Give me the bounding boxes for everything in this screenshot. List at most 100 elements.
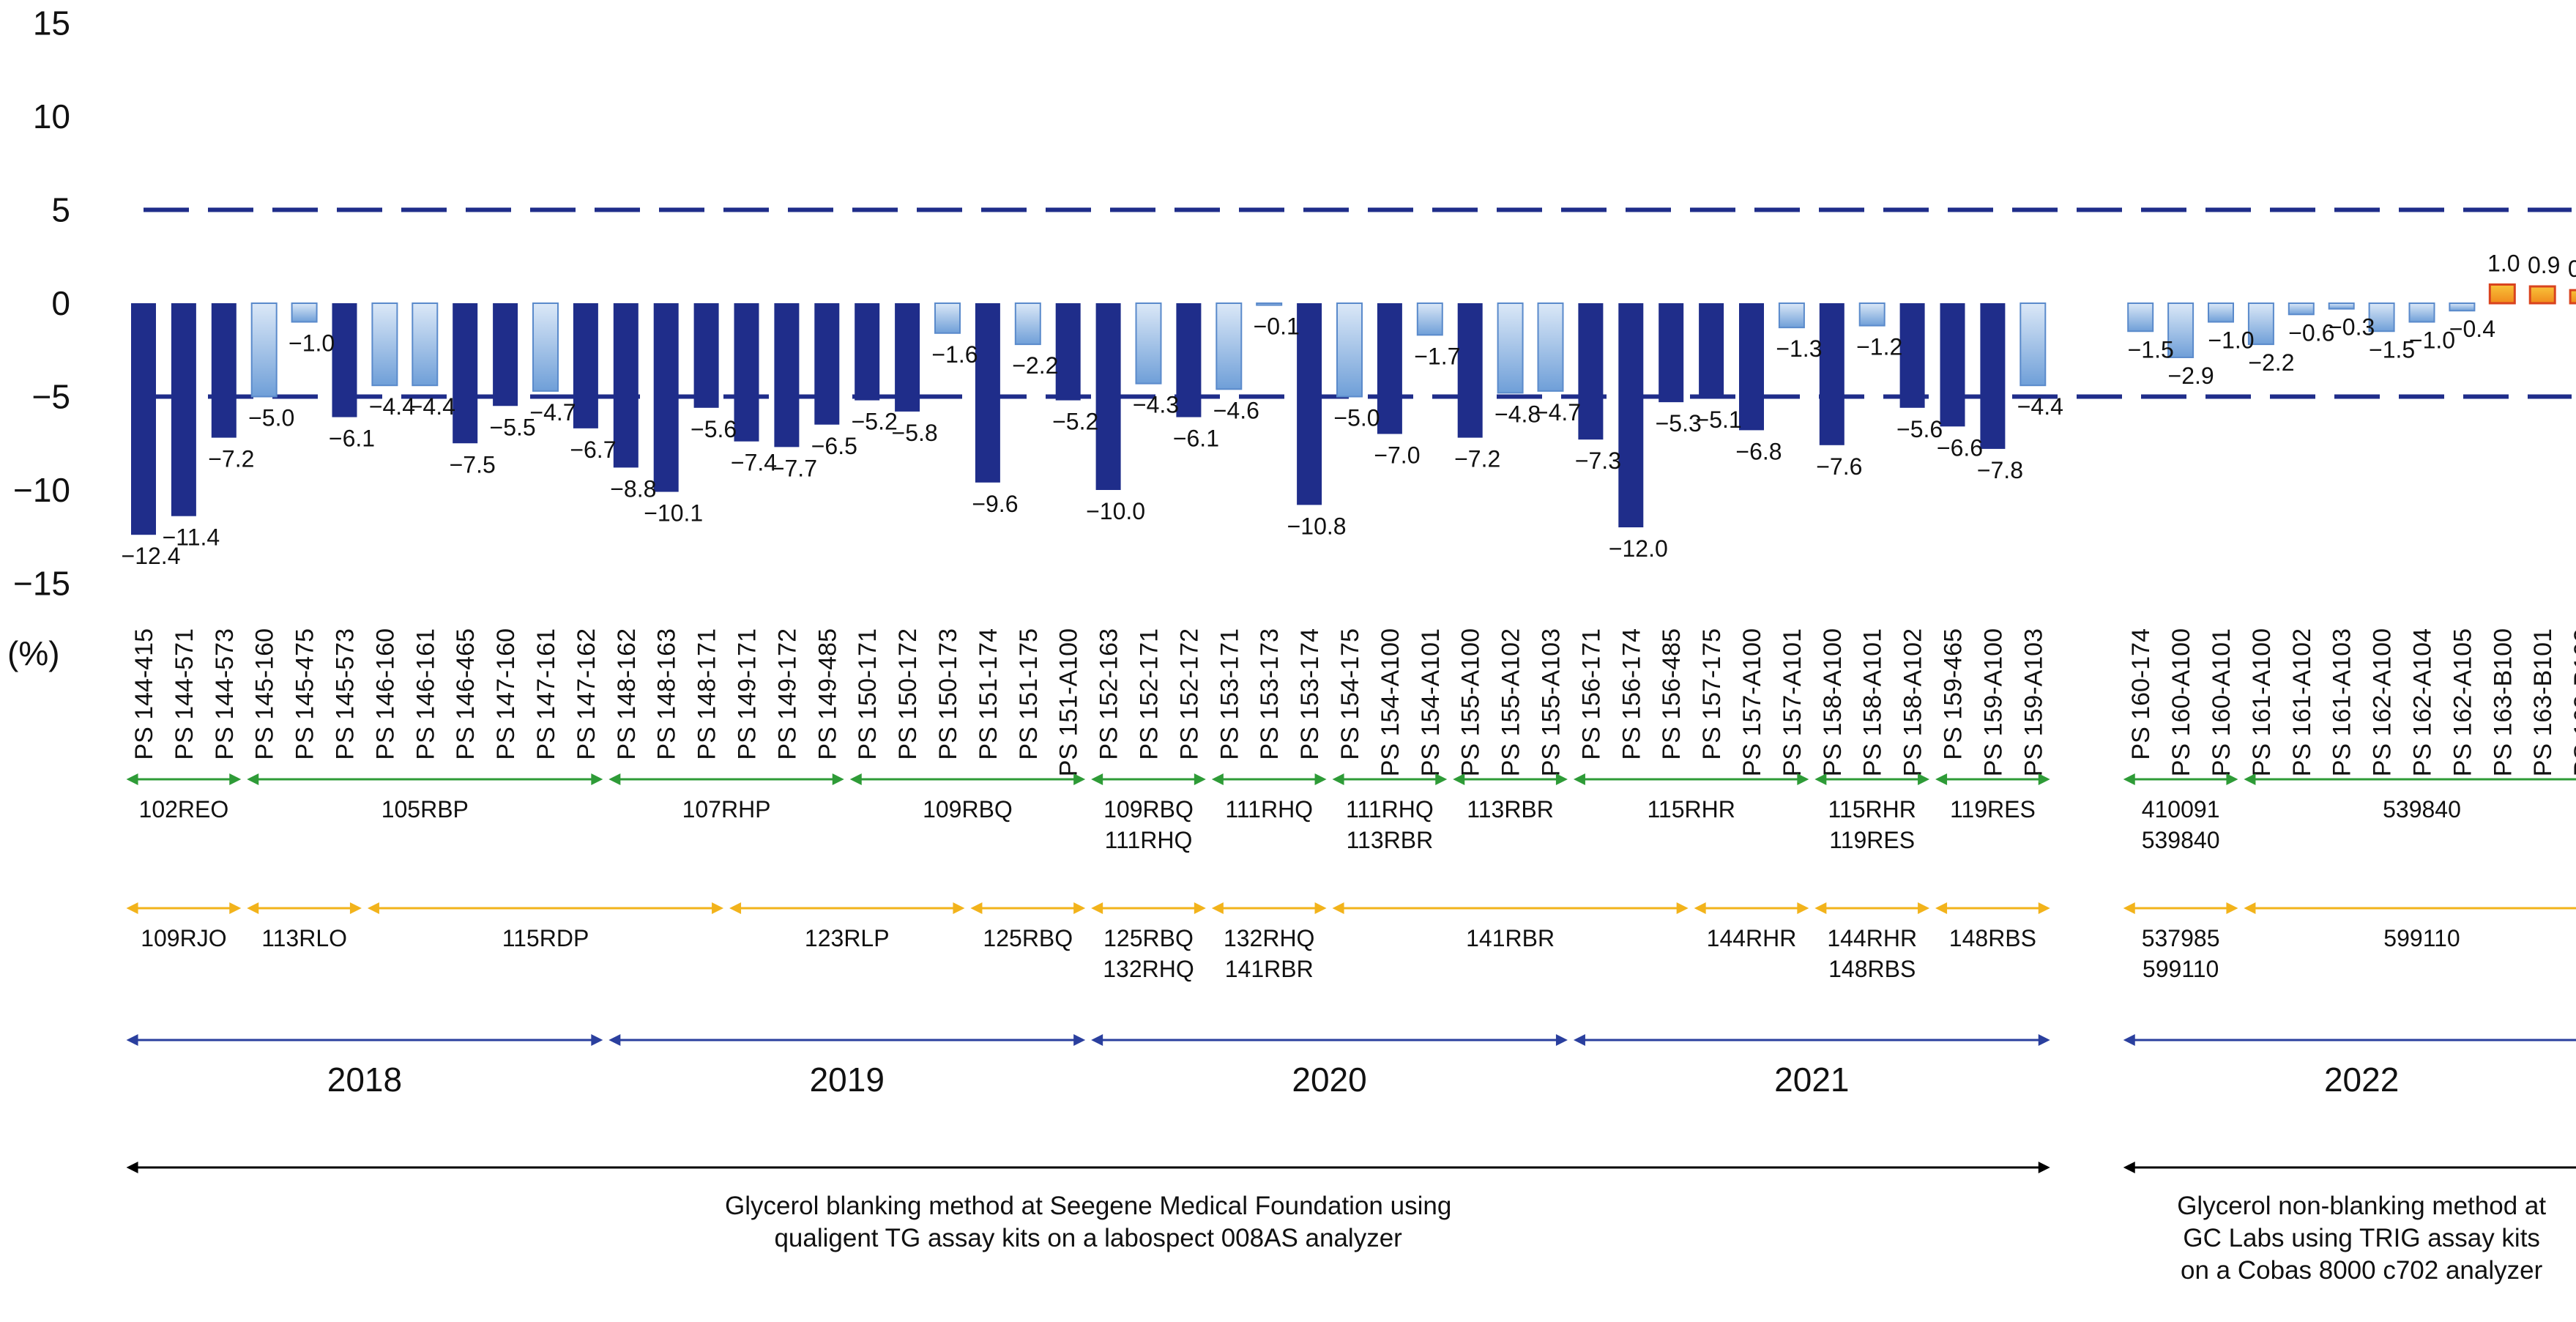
arrow-head-left — [1935, 773, 1948, 785]
y-tick-label: 5 — [51, 191, 70, 229]
bar — [332, 303, 357, 417]
category-label: PS 145-475 — [291, 628, 319, 760]
arrow-head-right — [2226, 902, 2238, 914]
bar — [131, 303, 156, 535]
category-label: PS 151-A100 — [1055, 628, 1083, 776]
bar — [1497, 302, 1524, 394]
arrow-head-right — [1676, 902, 1689, 914]
category-label: PS 146-161 — [412, 628, 439, 760]
category-label: PS 159-A100 — [1979, 628, 2007, 776]
bar — [1336, 302, 1363, 398]
arrow-head-left — [2244, 902, 2256, 914]
yellow-lot-label: 109RJO — [141, 925, 226, 951]
yellow-lot-label: 125RBQ — [983, 925, 1073, 951]
bars — [131, 283, 2576, 535]
yellow-lot-label: 132RHQ — [1103, 956, 1194, 982]
category-label: PS 163-B100 — [2489, 628, 2517, 776]
category-label: PS 160-A100 — [2167, 628, 2195, 776]
lot-rows: 102REO 105RBP 107RHP 109RBQ 109RBQ 111RHQ 111R… — [126, 773, 2576, 982]
value-label: −2.2 — [2248, 349, 2294, 376]
bar — [1537, 302, 1564, 392]
category-label: PS 147-160 — [492, 628, 520, 760]
bar — [2449, 302, 2476, 312]
arrow-head-right — [2038, 1034, 2050, 1046]
method-row: Glycerol blanking method at Seegene Medi… — [126, 1162, 2576, 1285]
green-lot-arrow — [247, 773, 603, 785]
arrow-head-right — [1314, 902, 1327, 914]
method-label: Glycerol blanking method at Seegene Medi… — [725, 1192, 1451, 1220]
value-label: −0.3 — [2329, 314, 2375, 341]
year-label: 2020 — [1292, 1061, 1366, 1099]
y-axis-unit: (%) — [7, 634, 60, 672]
bar — [1377, 303, 1402, 434]
value-label: −1.2 — [1856, 334, 1902, 360]
green-lot-label: 105RBP — [381, 796, 469, 822]
year-arrow — [2123, 1034, 2576, 1046]
arrow-head-right — [349, 902, 362, 914]
arrow-head-left — [970, 902, 983, 914]
yellow-lot-arrow — [1211, 902, 1327, 914]
value-label: −9.6 — [972, 491, 1018, 517]
arrow-head-left — [1211, 902, 1224, 914]
category-label: PS 144-573 — [211, 628, 239, 760]
category-label: PS 159-A103 — [2020, 628, 2047, 776]
value-label: −1.5 — [2128, 336, 2174, 363]
category-label: PS 154-175 — [1336, 628, 1364, 760]
category-label: PS 153-174 — [1296, 628, 1324, 760]
bar — [453, 303, 478, 444]
category-label: PS 145-573 — [332, 628, 360, 760]
value-label: −7.0 — [1374, 442, 1420, 469]
category-label: PS 163-B101 — [2529, 628, 2557, 776]
bar — [1416, 302, 1443, 336]
bar — [2408, 302, 2435, 323]
value-label: −5.3 — [1656, 410, 1702, 437]
bar — [1980, 303, 2006, 449]
category-label: PS 152-171 — [1136, 628, 1164, 760]
bar — [734, 303, 759, 442]
value-label: −6.5 — [811, 433, 857, 459]
yellow-lot-label: 144RHR — [1707, 925, 1797, 951]
arrow-head-right — [1435, 773, 1448, 785]
value-label: −4.3 — [1133, 392, 1179, 418]
category-label: PS 156-171 — [1577, 628, 1605, 760]
green-lot-label: 111RHQ — [1225, 796, 1313, 822]
year-arrow — [126, 1034, 603, 1046]
category-label: PS 147-161 — [532, 628, 560, 760]
arrow-head-left — [608, 773, 621, 785]
arrow-head-right — [1194, 773, 1206, 785]
green-lot-label: 113RBR — [1347, 827, 1434, 853]
green-lot-arrow — [1814, 773, 1930, 785]
bar — [2488, 283, 2516, 305]
yellow-lot-label: 537985 — [2142, 925, 2220, 951]
value-label: −8.8 — [610, 475, 656, 502]
year-arrow — [1091, 1034, 1568, 1046]
bar — [1176, 303, 1202, 417]
value-label: −1.5 — [2369, 336, 2415, 363]
value-label: −5.0 — [1333, 405, 1380, 431]
arrow-head-left — [729, 902, 742, 914]
value-label: −4.7 — [529, 399, 576, 426]
arrow-head-left — [1091, 1034, 1103, 1046]
yellow-lot-arrow — [729, 902, 965, 914]
bar — [2287, 302, 2315, 316]
arrow-head-left — [1332, 773, 1344, 785]
category-label: PS 157-A100 — [1738, 628, 1766, 776]
arrow-head-left — [1091, 773, 1103, 785]
yellow-lot-label: 132RHQ — [1224, 925, 1315, 951]
category-label: PS 158-A102 — [1899, 628, 1927, 776]
bar — [693, 303, 719, 408]
year-label: 2021 — [1774, 1061, 1849, 1099]
y-tick-label: −5 — [32, 378, 70, 416]
category-label: PS 156-485 — [1658, 628, 1686, 760]
arrow-head-left — [1935, 902, 1948, 914]
category-label: PS 151-175 — [1015, 628, 1043, 760]
value-label: −4.4 — [369, 393, 415, 420]
arrow-head-right — [2038, 1162, 2050, 1173]
arrow-head-right — [832, 773, 844, 785]
arrow-head-left — [126, 1162, 138, 1173]
arrow-head-left — [2123, 773, 2135, 785]
method-label: GC Labs using TRIG assay kits — [2183, 1224, 2540, 1252]
arrow-head-left — [1453, 773, 1465, 785]
green-lot-arrow — [126, 773, 242, 785]
